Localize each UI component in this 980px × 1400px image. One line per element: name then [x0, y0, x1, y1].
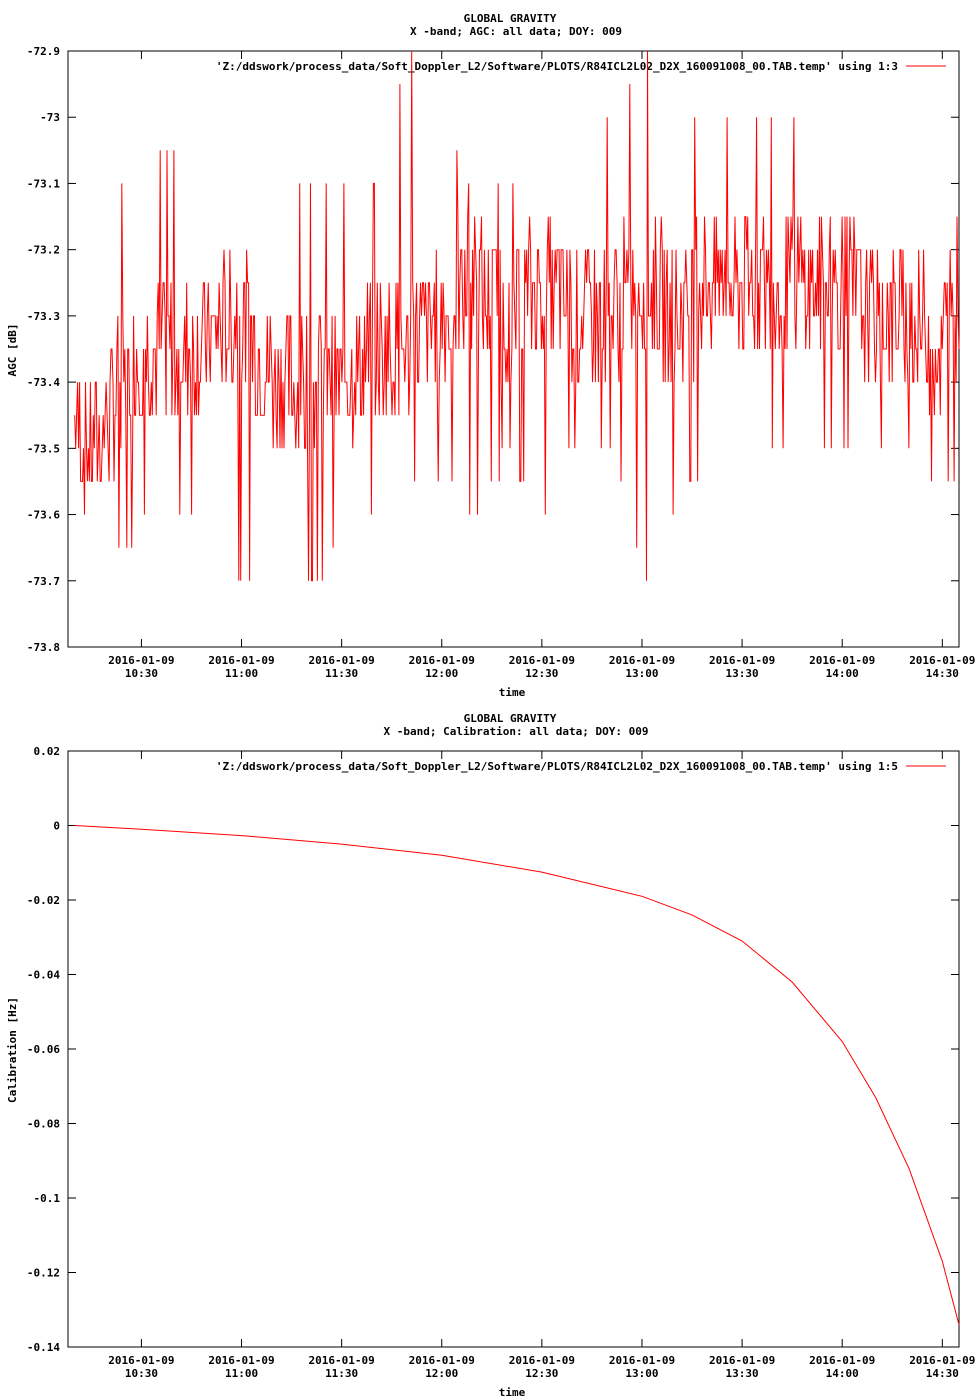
x-tick-label: 2016-01-09 [208, 654, 274, 667]
x-tick-label: 12:30 [525, 1367, 558, 1380]
legend-label: 'Z:/ddswork/process_data/Soft_Doppler_L2… [216, 60, 898, 73]
x-tick-label: 13:30 [726, 1367, 759, 1380]
x-tick-label: 2016-01-09 [709, 1354, 775, 1367]
x-tick-label: 14:30 [926, 667, 959, 680]
x-tick-label: 14:00 [826, 667, 859, 680]
legend-label: 'Z:/ddswork/process_data/Soft_Doppler_L2… [216, 760, 898, 773]
x-tick-label: 13:00 [625, 667, 658, 680]
plot-frame [67, 750, 960, 1348]
x-tick-label: 14:00 [826, 1367, 859, 1380]
x-tick-label: 12:00 [425, 667, 458, 680]
y-tick-label: -73.5 [27, 442, 60, 455]
chart-title: GLOBAL GRAVITY [464, 712, 557, 725]
x-tick-label: 2016-01-09 [409, 1354, 475, 1367]
x-tick-label: 2016-01-09 [909, 1354, 975, 1367]
y-tick-label: -73.2 [27, 244, 60, 257]
x-tick-label: 2016-01-09 [309, 1354, 375, 1367]
x-tick-label: 2016-01-09 [509, 654, 575, 667]
y-tick-label: -0.02 [27, 894, 60, 907]
x-tick-label: 2016-01-09 [309, 654, 375, 667]
y-tick-label: 0 [53, 820, 60, 833]
x-tick-label: 11:30 [325, 667, 358, 680]
x-tick-label: 11:00 [225, 667, 258, 680]
x-tick-label: 12:00 [425, 1367, 458, 1380]
y-tick-label: -73.1 [27, 177, 60, 190]
y-tick-label: -0.06 [27, 1043, 60, 1056]
x-tick-label: 2016-01-09 [108, 654, 174, 667]
x-tick-label: 2016-01-09 [809, 654, 875, 667]
chart-subtitle: X -band; AGC: all data; DOY: 009 [410, 25, 622, 38]
y-tick-label: -73.8 [27, 641, 60, 654]
y-axis-label: AGC [dB] [6, 324, 19, 377]
y-tick-label: -73.6 [27, 509, 60, 522]
y-tick-label: -0.08 [27, 1118, 60, 1131]
x-tick-label: 10:30 [125, 667, 158, 680]
x-tick-label: 2016-01-09 [609, 1354, 675, 1367]
x-tick-label: 2016-01-09 [108, 1354, 174, 1367]
x-tick-label: 13:00 [625, 1367, 658, 1380]
x-tick-label: 14:30 [926, 1367, 959, 1380]
y-tick-label: -73.4 [27, 376, 60, 389]
series-line [74, 50, 960, 582]
x-tick-label: 12:30 [525, 667, 558, 680]
x-tick-label: 11:00 [225, 1367, 258, 1380]
y-tick-label: -73 [40, 111, 60, 124]
chart-title: GLOBAL GRAVITY [464, 12, 557, 25]
y-tick-label: -0.12 [27, 1267, 60, 1280]
x-tick-label: 2016-01-09 [809, 1354, 875, 1367]
y-tick-label: -73.3 [27, 310, 60, 323]
x-tick-label: 2016-01-09 [709, 654, 775, 667]
calibration-chart: GLOBAL GRAVITY X -band; Calibration: all… [6, 712, 975, 1399]
y-tick-label: -0.04 [27, 969, 60, 982]
y-tick-label: -72.9 [27, 45, 60, 58]
y-tick-label: 0.02 [34, 745, 61, 758]
x-tick-label: 13:30 [726, 667, 759, 680]
x-tick-label: 2016-01-09 [208, 1354, 274, 1367]
series-line [74, 825, 960, 1325]
y-tick-label: -73.7 [27, 575, 60, 588]
y-tick-label: -0.14 [27, 1341, 60, 1354]
x-tick-label: 2016-01-09 [409, 654, 475, 667]
x-tick-label: 2016-01-09 [609, 654, 675, 667]
x-tick-label: 10:30 [125, 1367, 158, 1380]
chart-subtitle: X -band; Calibration: all data; DOY: 009 [384, 725, 649, 738]
x-axis-label: time [499, 686, 526, 699]
y-axis-label: Calibration [Hz] [6, 997, 19, 1103]
x-tick-label: 11:30 [325, 1367, 358, 1380]
x-tick-label: 2016-01-09 [909, 654, 975, 667]
x-axis-label: time [499, 1386, 526, 1399]
agc-chart: GLOBAL GRAVITY X -band; AGC: all data; D… [6, 12, 975, 699]
y-tick-label: -0.1 [34, 1192, 61, 1205]
x-tick-label: 2016-01-09 [509, 1354, 575, 1367]
